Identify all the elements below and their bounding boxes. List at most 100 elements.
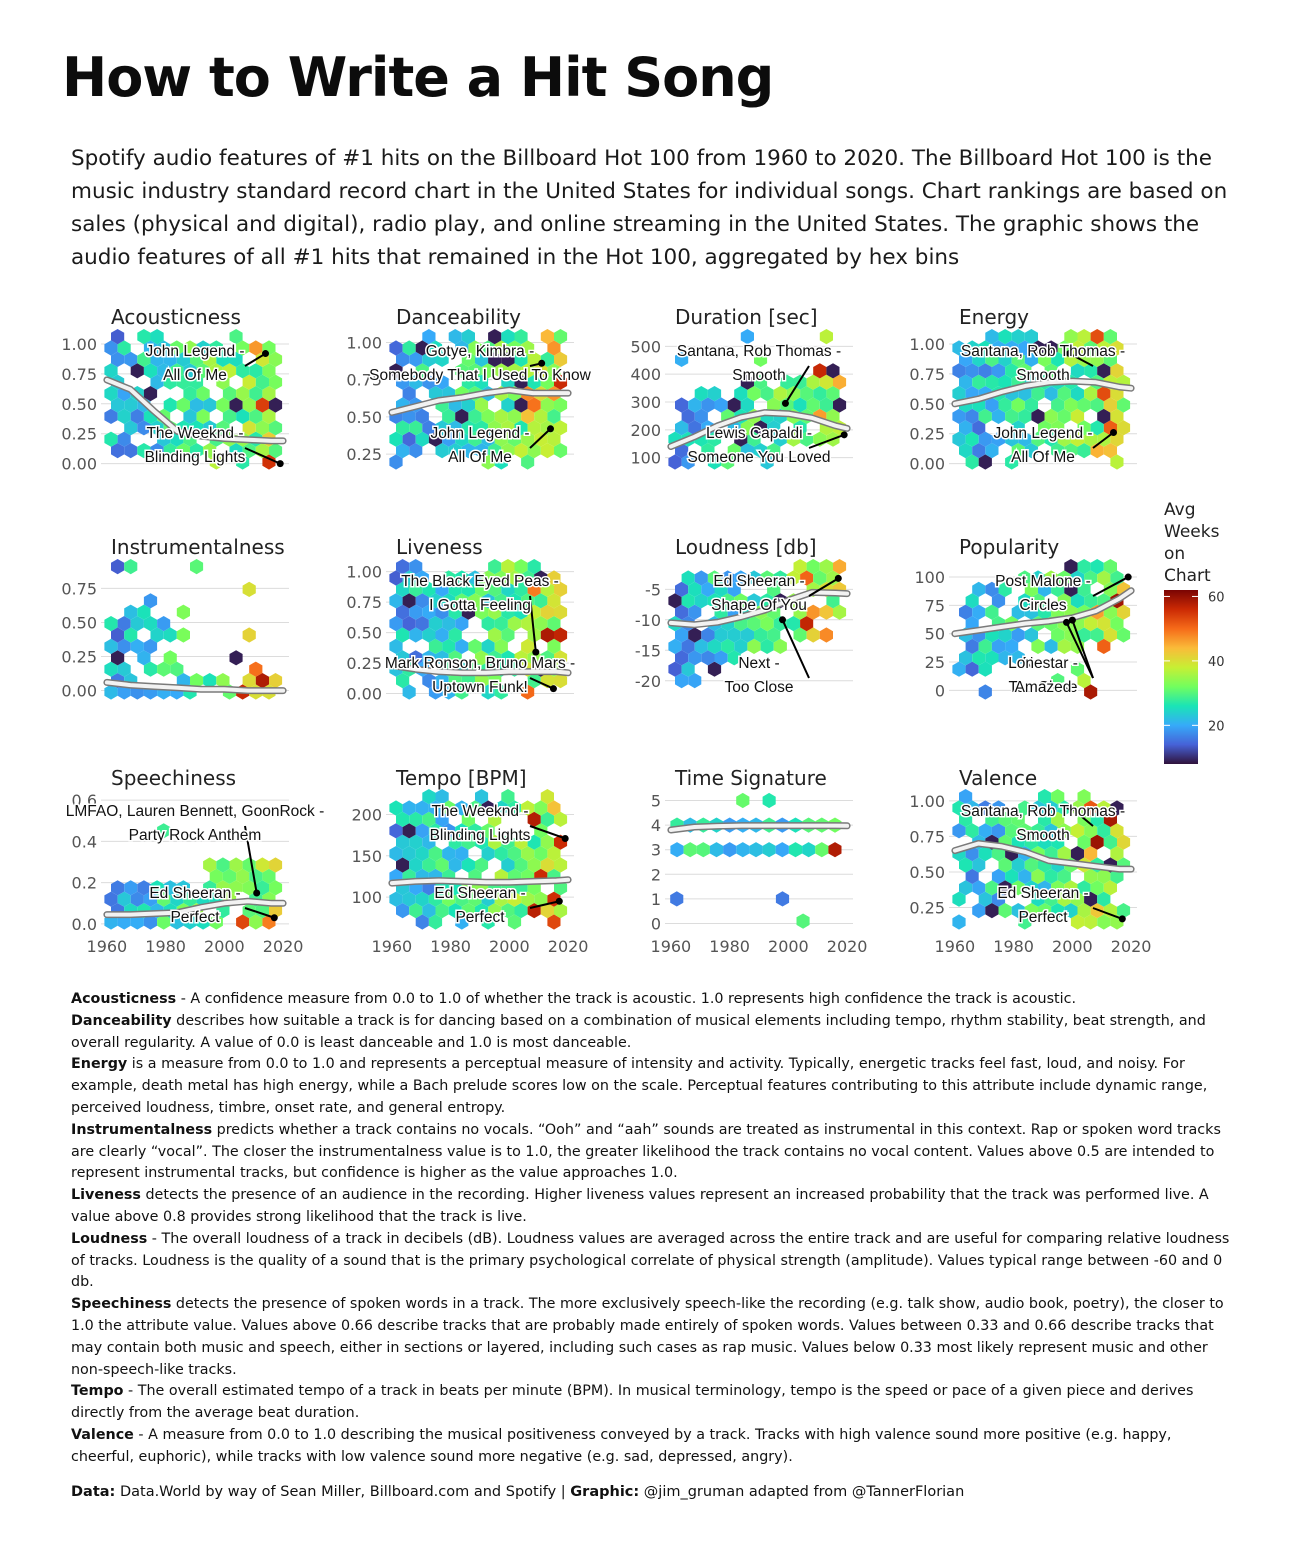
hexbin xyxy=(494,616,508,632)
panel-title: Acousticness xyxy=(111,305,241,329)
hexbin xyxy=(998,351,1012,367)
hexbin xyxy=(117,914,131,930)
hexbin xyxy=(183,914,197,930)
trend-line xyxy=(952,588,1134,636)
hexbin xyxy=(540,374,554,390)
hexbin xyxy=(978,661,992,677)
hexbin xyxy=(1103,903,1117,919)
hexbin xyxy=(190,673,204,689)
hexbin xyxy=(1044,638,1058,654)
hexbin xyxy=(1044,570,1058,586)
hexbin xyxy=(242,397,256,413)
hexbin xyxy=(176,604,190,620)
hexbin xyxy=(1103,834,1117,850)
hexbin xyxy=(521,891,535,907)
hexbin xyxy=(104,340,118,356)
hexbin xyxy=(707,454,722,470)
hexbin xyxy=(1084,846,1098,862)
hexbin xyxy=(1077,789,1091,805)
hexbin xyxy=(104,638,118,654)
hexbin xyxy=(1090,329,1104,345)
hexbin xyxy=(468,408,482,424)
hexbin xyxy=(422,329,436,345)
hexbin xyxy=(833,559,847,575)
hexbin xyxy=(521,431,535,447)
hexbin xyxy=(1038,420,1052,436)
annotation-leader xyxy=(529,677,554,690)
hexbin xyxy=(428,823,443,839)
hexbin xyxy=(547,340,561,356)
hexbin xyxy=(409,559,423,575)
hexbin xyxy=(670,891,684,907)
hexbin xyxy=(1051,351,1065,367)
hexbin xyxy=(965,800,979,816)
hexbin xyxy=(422,627,436,643)
hexbin xyxy=(1057,823,1071,839)
hexbin xyxy=(813,386,827,402)
trend-line xyxy=(389,388,571,415)
hexbin xyxy=(998,581,1012,597)
hexbin xyxy=(501,351,515,367)
hexbin xyxy=(1031,823,1045,839)
annotation-label: Circles xyxy=(1019,597,1067,614)
hexbin xyxy=(802,842,816,858)
hexbin xyxy=(236,914,250,930)
hexbin xyxy=(124,397,138,413)
hexbin xyxy=(396,811,410,827)
hexbin xyxy=(747,638,761,654)
hexbin xyxy=(1070,363,1085,379)
hexbin xyxy=(130,616,144,632)
y-tick-label: 200 xyxy=(351,806,382,825)
y-tick-label: 0.50 xyxy=(61,613,97,632)
hexbin xyxy=(723,842,737,858)
hexbin xyxy=(554,443,568,459)
annotation-label: Santana, Rob Thomas - xyxy=(961,343,1125,360)
hexbin xyxy=(455,846,469,862)
hexbin xyxy=(1090,834,1104,850)
y-tick-label: 0.75 xyxy=(909,365,945,384)
hexbin xyxy=(521,408,535,424)
hexbin xyxy=(422,834,436,850)
annotation-label: Santana, Rob Thomas - xyxy=(961,803,1125,820)
hexbin xyxy=(978,891,992,907)
hexbin xyxy=(952,386,966,402)
hexbin xyxy=(455,891,469,907)
hexbin xyxy=(1117,420,1131,436)
hexbin xyxy=(1097,914,1111,930)
hexbin xyxy=(494,454,508,470)
hexbin xyxy=(143,914,158,930)
annotation-leader xyxy=(244,907,275,919)
hexbin xyxy=(402,570,416,586)
hexbin xyxy=(137,650,151,666)
credits: Data: Data.World by way of Sean Miller, … xyxy=(71,1484,964,1500)
hexbin xyxy=(507,891,522,907)
annotation-label: Smooth xyxy=(732,367,785,384)
definition-term: Tempo xyxy=(71,1383,124,1400)
annotation-label: Too Close xyxy=(1009,679,1078,696)
hexbin xyxy=(203,673,217,689)
hexbin xyxy=(481,638,495,654)
annotation-label: Perfect xyxy=(455,909,505,926)
hexbin xyxy=(959,604,973,620)
hexbin xyxy=(104,684,118,700)
hexbin xyxy=(796,913,810,929)
definition-term: Energy xyxy=(71,1056,128,1073)
hexbin xyxy=(754,420,768,436)
hexbin xyxy=(688,650,702,666)
hexbin xyxy=(422,811,436,827)
hexbin xyxy=(402,431,416,447)
hexbin xyxy=(481,800,495,816)
hexbin xyxy=(978,684,992,700)
hexbin xyxy=(176,627,190,643)
hexbin xyxy=(540,789,554,805)
y-tick-label: 0.25 xyxy=(346,445,382,464)
panel-title: Liveness xyxy=(396,535,483,559)
hexbin xyxy=(749,842,763,858)
hexbin xyxy=(965,593,979,609)
hexbin xyxy=(461,397,475,413)
hexbin xyxy=(991,408,1006,424)
hexbin xyxy=(249,386,263,402)
hexbin xyxy=(415,914,429,930)
trend-line xyxy=(389,663,571,675)
hexbin xyxy=(488,627,502,643)
